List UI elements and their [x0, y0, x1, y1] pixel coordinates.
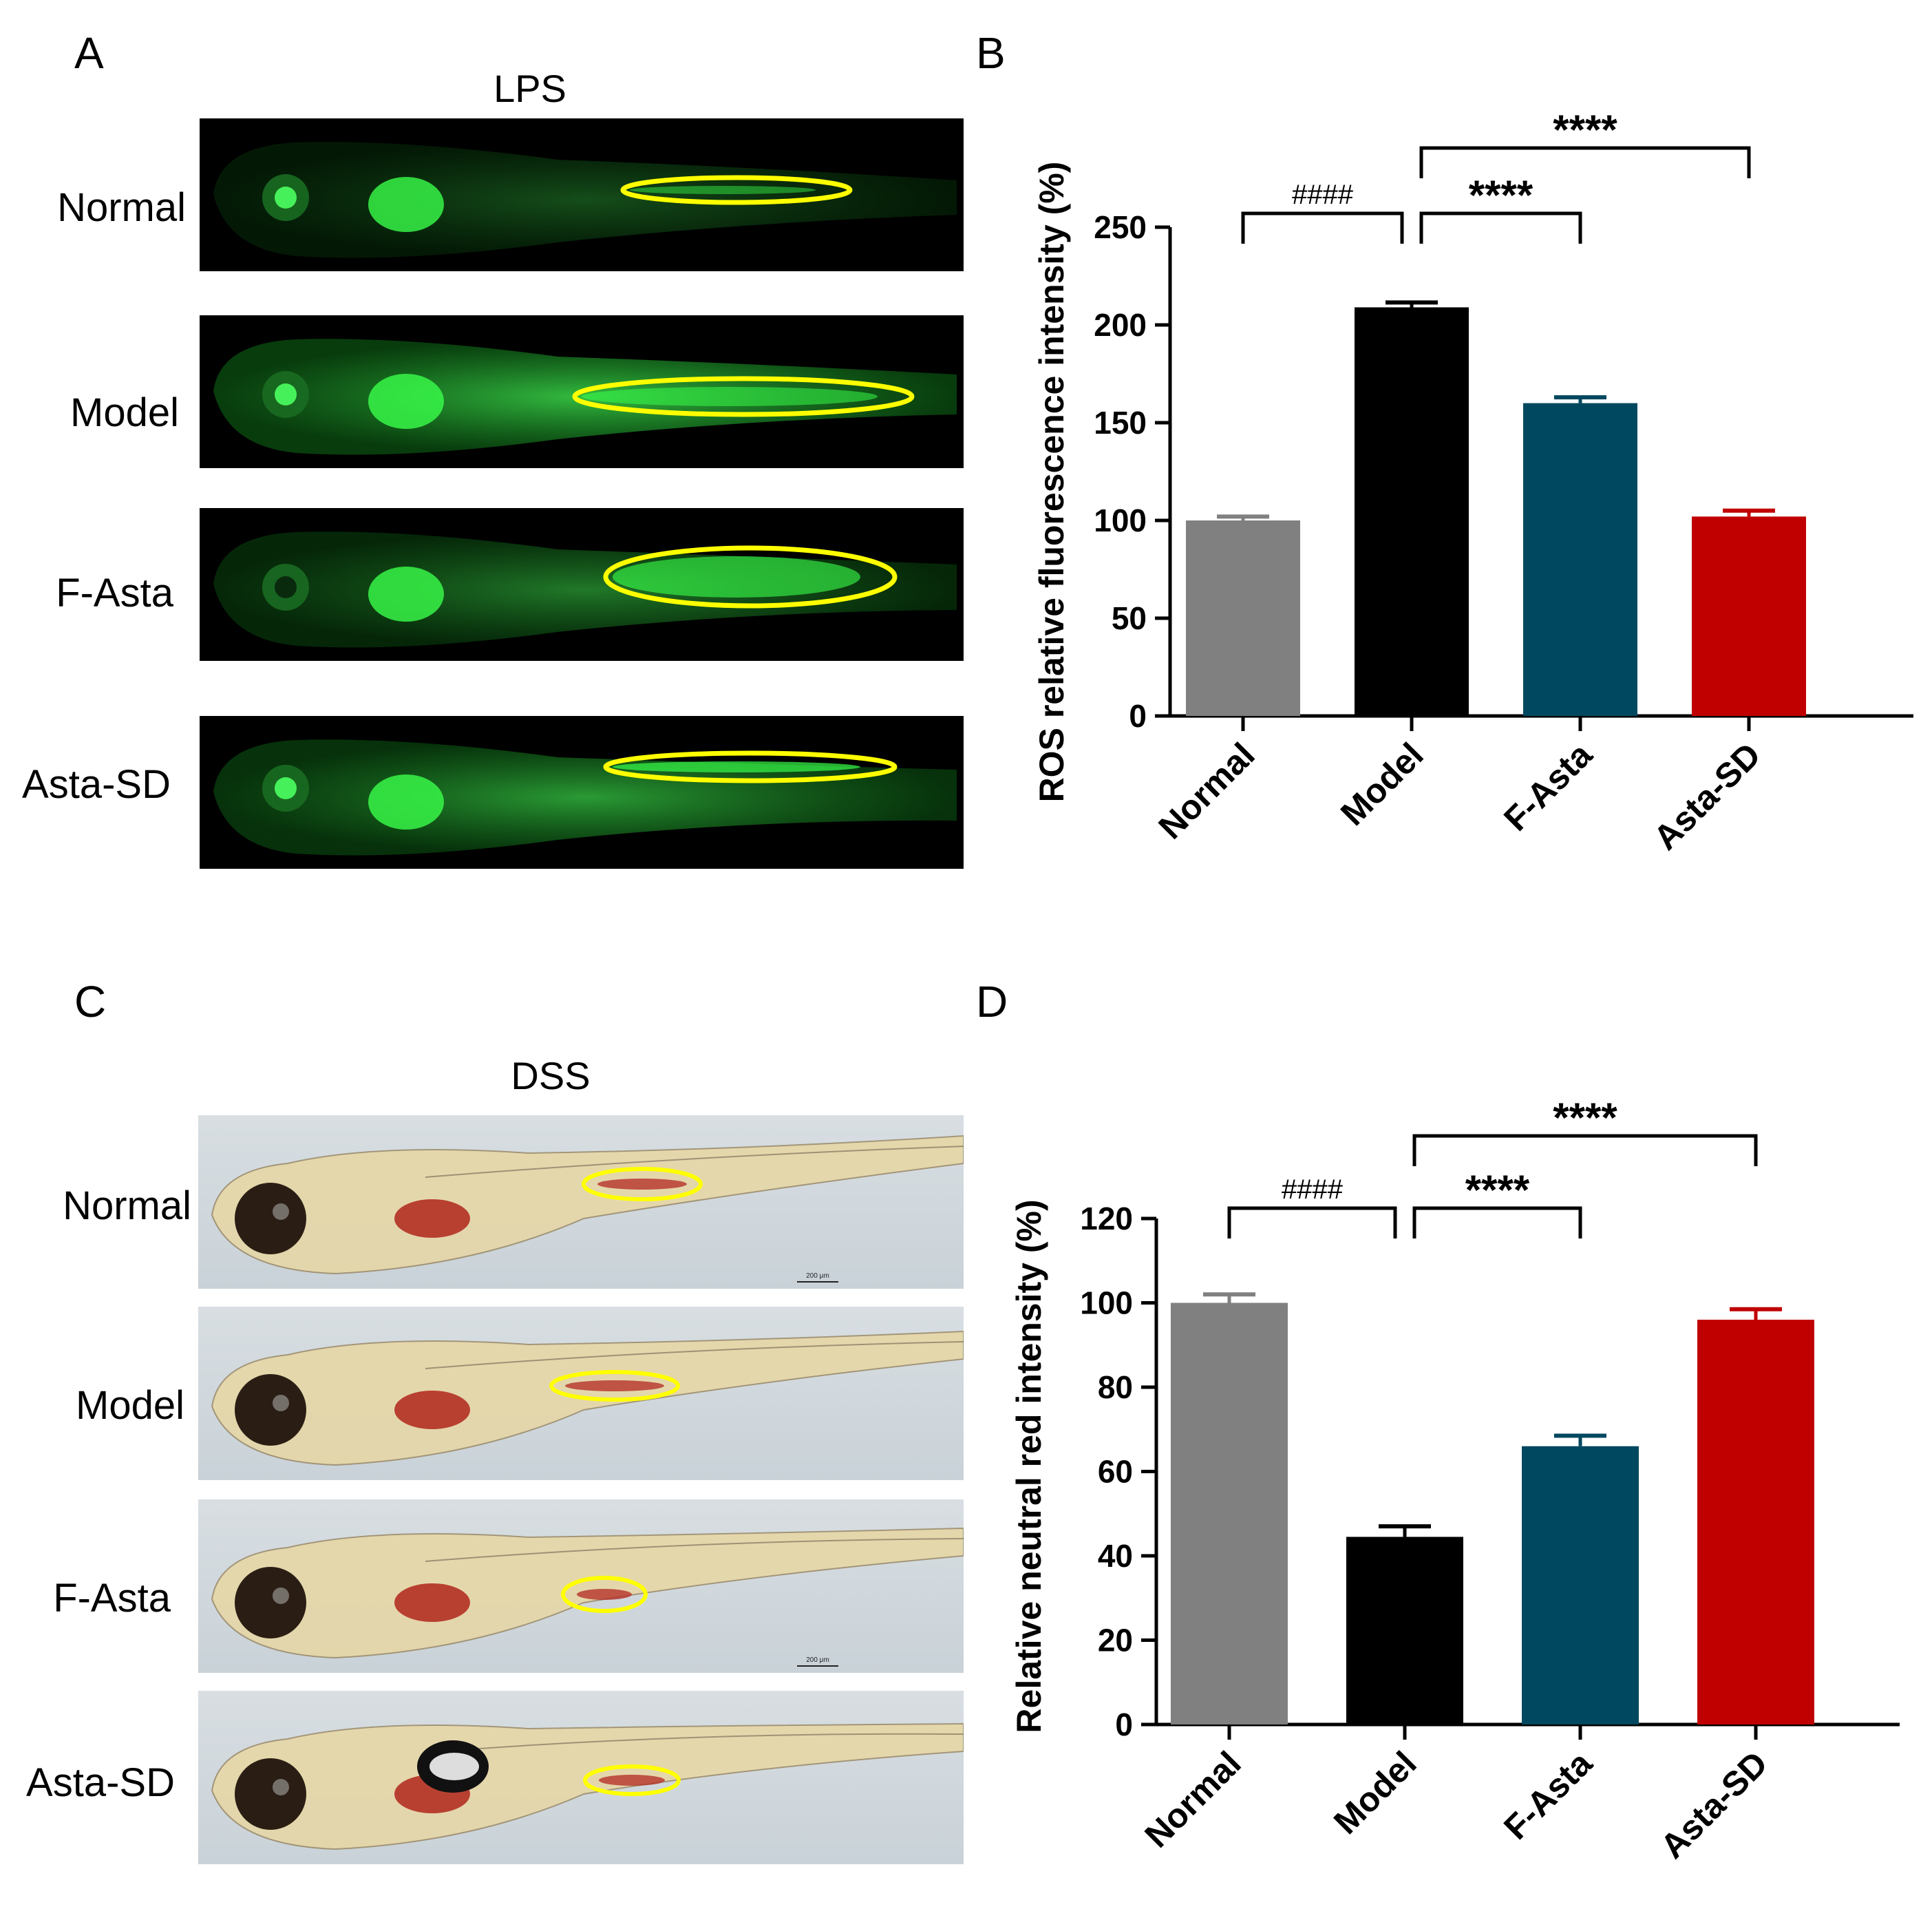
y-tick-label: 100	[1094, 503, 1147, 538]
y-tick-label: 80	[1098, 1369, 1133, 1405]
x-tick-label: Model	[1326, 1744, 1424, 1842]
y-tick-label: 150	[1094, 405, 1147, 441]
panel-letter-c: C	[74, 977, 107, 1026]
highlight-ellipse	[603, 750, 898, 783]
x-tick-label: Model	[1333, 735, 1431, 833]
highlight-ellipse	[583, 1764, 681, 1796]
y-tick-label: 250	[1094, 209, 1147, 245]
brightfield-micrograph	[198, 1691, 964, 1864]
panel-a-row-label: F-Asta	[56, 571, 173, 615]
y-tick-label: 20	[1098, 1623, 1133, 1658]
highlight-ellipse	[561, 1576, 648, 1613]
significance-bracket	[1241, 211, 1404, 244]
brightfield-micrograph	[198, 1307, 964, 1480]
significance-label: ****	[1553, 107, 1617, 153]
panel-a-condition-title: LPS	[493, 67, 566, 110]
panel-a-row-label: Asta-SD	[22, 762, 171, 807]
fluorescence-micrograph	[200, 716, 964, 869]
y-tick-label: 0	[1115, 1707, 1133, 1742]
panel-a-row-label: Normal	[57, 185, 186, 230]
chart-d: 0 20 40 60 80 100 120 Relative neutral red inte…	[1010, 1095, 1900, 1866]
x-tick-label: Normal	[1151, 735, 1262, 846]
significance-label: ****	[1465, 1167, 1530, 1213]
significance-bracket	[1412, 1206, 1582, 1238]
bar	[1186, 520, 1300, 716]
panel-letter-b: B	[976, 28, 1006, 78]
panel-c-row-label: Model	[76, 1383, 184, 1428]
x-tick-label: Asta-SD	[1653, 1744, 1775, 1866]
highlight-ellipse	[620, 175, 853, 205]
bar	[1522, 1446, 1639, 1725]
significance-bracket	[1419, 211, 1582, 244]
x-tick-label: F-Asta	[1496, 735, 1600, 838]
significance-label: ####	[1282, 1174, 1344, 1205]
y-tick-label: 60	[1098, 1454, 1133, 1490]
bar	[1697, 1320, 1814, 1725]
highlight-ellipse	[572, 376, 915, 417]
panel-c-row-label: F-Asta	[53, 1576, 171, 1621]
scale-bar-label: 200 μm	[806, 1272, 829, 1280]
fluorescence-micrograph	[200, 118, 964, 271]
y-axis-label: ROS relative fluorescence intensity (%)	[1032, 162, 1071, 803]
panel-c-row-label: Asta-SD	[26, 1760, 175, 1805]
fluorescence-micrograph	[200, 315, 964, 468]
y-tick-label: 0	[1129, 698, 1147, 734]
chart-b: 0 50 100 150 200 250 ROS relative fluorescence…	[1032, 107, 1913, 857]
significance-bracket	[1227, 1206, 1397, 1238]
y-tick-label: 40	[1098, 1538, 1133, 1574]
significance-label: ****	[1553, 1095, 1617, 1141]
y-tick-label: 50	[1112, 600, 1147, 636]
y-tick-label: 200	[1094, 307, 1147, 343]
significance-bracket	[1412, 1134, 1758, 1166]
significance-label: ****	[1469, 172, 1533, 218]
panel-letter-d: D	[976, 977, 1008, 1026]
significance-bracket	[1419, 146, 1751, 178]
highlight-ellipse	[603, 545, 898, 609]
panel-c-row-label: Normal	[63, 1183, 191, 1228]
panel-letter-a: A	[74, 28, 104, 78]
highlight-ellipse	[582, 1167, 703, 1201]
bar	[1692, 516, 1806, 716]
bar	[1346, 1537, 1463, 1725]
highlight-ellipse	[549, 1370, 680, 1402]
y-axis-label: Relative neutral red intensity (%)	[1010, 1199, 1048, 1733]
y-tick-label: 100	[1080, 1285, 1133, 1321]
brightfield-micrograph: 200 μm	[198, 1115, 964, 1289]
significance-label: ####	[1292, 180, 1354, 210]
bar	[1355, 307, 1469, 716]
fluorescence-micrograph	[200, 508, 964, 661]
y-tick-label: 120	[1080, 1201, 1133, 1236]
panel-a-row-label: Model	[70, 390, 179, 435]
x-tick-label: Asta-SD	[1646, 735, 1768, 857]
brightfield-micrograph: 200 μm	[198, 1499, 964, 1673]
bar	[1171, 1302, 1288, 1725]
x-tick-label: F-Asta	[1496, 1743, 1600, 1846]
panel-c-condition-title: DSS	[511, 1054, 591, 1097]
bar	[1523, 403, 1637, 716]
scale-bar-label: 200 μm	[806, 1656, 829, 1664]
x-tick-label: Normal	[1137, 1744, 1248, 1855]
